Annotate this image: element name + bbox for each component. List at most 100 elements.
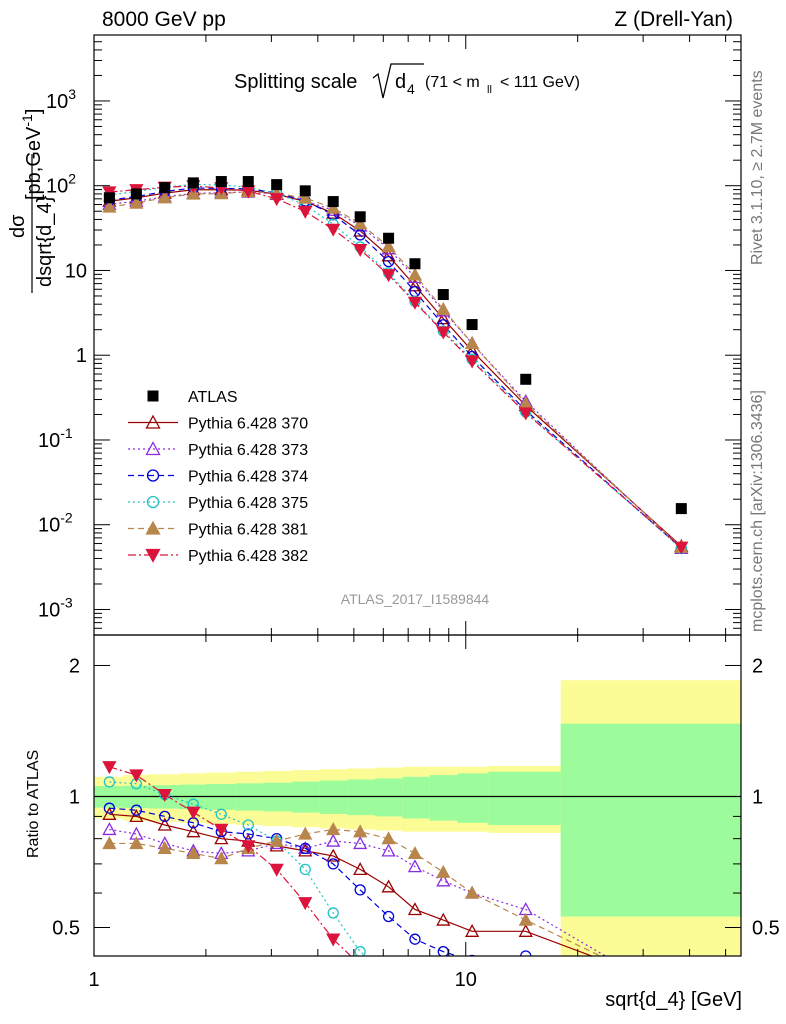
main-series-point [518, 407, 533, 421]
legend-marker-atlas [147, 390, 159, 402]
ratio-series-point [242, 828, 254, 840]
ratio-series-point [214, 831, 229, 845]
main-series-point [436, 326, 451, 340]
ratio-series-point [438, 979, 448, 989]
main-y-tick-label: 10-3 [38, 594, 73, 621]
atlas-data-point [520, 373, 532, 385]
main-series-point [407, 267, 423, 281]
ratio-y-tick-label-left: 2 [69, 655, 80, 677]
main-series-point [464, 336, 480, 350]
ratio-series-point [242, 819, 254, 831]
ratio-y-tick-label-right: 1 [752, 786, 763, 808]
ratio-series-point [159, 810, 171, 823]
legend-label: Pythia 6.428 382 [188, 548, 308, 565]
main-series-point [436, 301, 451, 315]
ratio-series-point [327, 907, 339, 919]
ratio-series-point [436, 864, 451, 878]
plot-title: Splitting scale d 4 (71 < m ll < 111 GeV… [234, 63, 580, 99]
atlas-data-point [215, 176, 227, 188]
ratio-series-point [269, 833, 284, 847]
ratio-series-point [129, 809, 144, 823]
ratio-series-point [407, 846, 423, 860]
ratio-uncertainty-bands [94, 680, 741, 956]
main-series-point [298, 205, 313, 219]
ratio-series-point [382, 910, 395, 923]
y-axis-label-top: dσ dsqrt{d_4} [pb,GeV-1] [7, 109, 56, 293]
legend-label: Pythia 6.428 374 [188, 469, 308, 486]
ratio-series-point [214, 823, 229, 837]
ratio-series-line [109, 828, 602, 956]
main-series-point [269, 193, 284, 207]
legend-label: Pythia 6.428 370 [188, 416, 308, 433]
main-series-point [354, 229, 366, 241]
x-tick-label: 1 [88, 969, 99, 991]
ratio-series-point [518, 912, 533, 926]
ratio-y-tick-label-left: 1 [69, 786, 80, 808]
main-series-line [109, 183, 682, 549]
ratio-series-point [129, 836, 144, 850]
ratio-series-point [409, 933, 421, 945]
main-series-point [326, 223, 341, 237]
atlas-data-point [675, 503, 687, 515]
inner-band-bin [457, 773, 489, 823]
ratio-panel-marks [102, 761, 607, 1001]
main-series-point [381, 239, 396, 253]
main-panel-marks [102, 176, 689, 555]
main-series-point [298, 190, 313, 204]
main-series-line [109, 185, 682, 548]
ratio-series-point [468, 954, 476, 956]
main-panel-axes: 10-3 10-2 10-1 1 10 102 103 [38, 34, 741, 636]
ratio-series-point [327, 858, 339, 870]
ratio-series-point [186, 806, 201, 820]
main-series-line [109, 191, 682, 548]
main-series-point [157, 190, 172, 204]
ratio-series-line [109, 807, 528, 956]
ratio-panel-frame [93, 634, 742, 957]
ratio-series-point [464, 923, 480, 937]
main-series-point [129, 195, 144, 209]
ratio-series-point [298, 897, 313, 911]
ratio-series-point [464, 885, 480, 899]
inner-band-bin [402, 776, 431, 819]
legend-label: Pythia 6.428 373 [188, 442, 308, 459]
ratio-series-line [109, 813, 594, 956]
ratio-series-point [129, 769, 144, 783]
legend-label: Pythia 6.428 381 [188, 522, 308, 539]
atlas-data-point [271, 179, 283, 191]
ratio-series-point [102, 822, 117, 836]
legend: ATLAS Pythia 6.428 370 Pythia 6.428 373 Pyt… [128, 389, 308, 565]
ratio-y-tick-label-right: 0.5 [752, 917, 780, 939]
main-series-point [382, 255, 395, 268]
ratio-y-axis-label: Ratio to ATLAS [25, 750, 42, 858]
inner-band-bin [347, 779, 376, 816]
ratio-series-point [381, 879, 396, 893]
title-cut-open: (71 < m [425, 74, 480, 91]
ratio-series-point [157, 817, 172, 831]
main-y-tick-label: 103 [46, 86, 76, 113]
ratio-series-point [298, 826, 313, 840]
ratio-series-line [109, 781, 367, 956]
ratio-series-point [326, 933, 341, 947]
legend-marker [145, 414, 161, 429]
main-series-point [102, 199, 117, 213]
ratio-series-point [521, 960, 531, 970]
main-series-point [407, 296, 423, 310]
ratio-series-point [299, 842, 311, 855]
atlas-data-point [466, 319, 478, 331]
ratio-series-point [409, 990, 421, 1001]
x-axis-label: sqrt{d_4} [GeV] [605, 989, 742, 1011]
main-series-point [436, 311, 451, 325]
main-series-point [674, 541, 689, 555]
ratio-series-point [326, 848, 341, 862]
main-y-tick-label: 10-1 [38, 425, 73, 452]
inner-band-bin [375, 778, 403, 817]
legend-label: Pythia 6.428 375 [188, 495, 308, 512]
ratio-series-point [407, 859, 423, 873]
main-series-point [353, 243, 368, 257]
main-y-tick-label: 10 [65, 260, 87, 282]
main-y-tick-label: 10-2 [38, 510, 73, 537]
ratio-series-point [299, 863, 311, 876]
main-panel-frame [93, 34, 742, 636]
ratio-series-point [102, 761, 117, 775]
